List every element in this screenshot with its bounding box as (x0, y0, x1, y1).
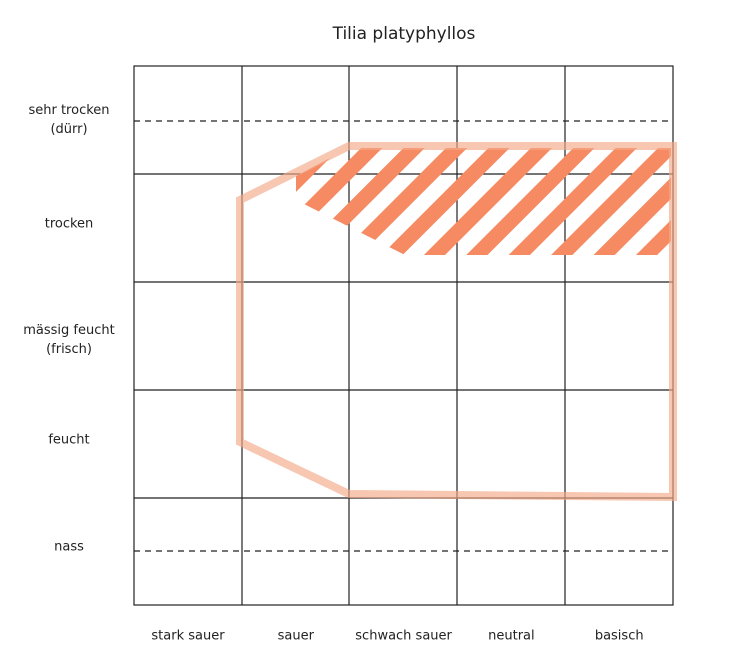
row-label: trocken (45, 217, 94, 232)
row-label: (frisch) (46, 342, 92, 357)
title: Tilia platyphyllos (332, 24, 476, 44)
column-label: basisch (595, 629, 644, 644)
row-label: feucht (48, 433, 89, 448)
labels: sehr trocken (dürr) trocken mässig feucht (f… (23, 103, 643, 644)
row-label: mässig feucht (23, 323, 114, 338)
column-label: neutral (488, 629, 535, 644)
optimum-area (296, 148, 671, 255)
column-label: sauer (278, 629, 315, 644)
row-label: sehr trocken (28, 103, 109, 118)
column-label: schwach sauer (355, 629, 452, 644)
column-label: stark sauer (151, 629, 225, 644)
range-outline (236, 142, 677, 502)
row-label: nass (54, 540, 84, 555)
row-label: (dürr) (50, 122, 87, 137)
